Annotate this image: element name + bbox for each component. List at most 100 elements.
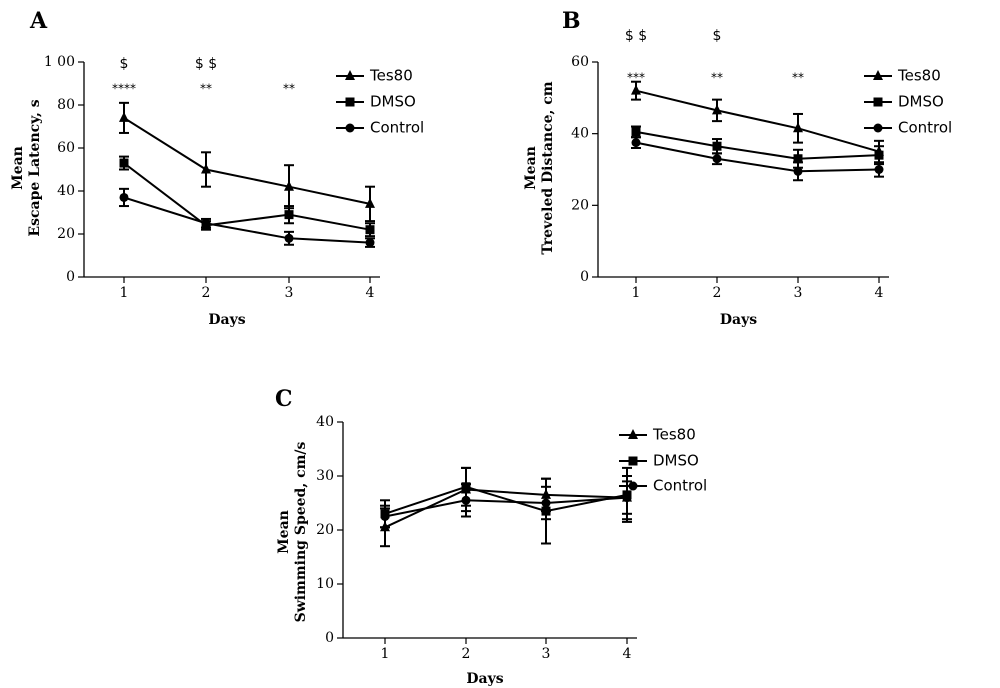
significance-dollar: $ $ — [195, 56, 217, 72]
legend-label: Tes80 — [652, 426, 696, 444]
y-tick-label: 20 — [316, 522, 334, 538]
legend-label: Control — [653, 477, 707, 495]
legend-marker — [628, 429, 638, 439]
y-axis-title: MeanSwimming Speed, cm/s — [276, 441, 309, 622]
legend-marker — [628, 481, 638, 491]
series-line — [123, 117, 371, 205]
significance-stars: ** — [792, 71, 804, 85]
series-line — [123, 196, 371, 244]
data-point — [874, 165, 884, 174]
y-tick-label: 0 — [66, 269, 75, 285]
legend-marker — [345, 123, 355, 133]
series-line — [384, 496, 628, 518]
series-dmso — [631, 125, 884, 169]
significance-stars: ** — [200, 82, 212, 96]
data-point — [119, 192, 129, 202]
data-point — [201, 163, 211, 174]
y-tick-label: 60 — [57, 140, 75, 156]
data-point — [365, 238, 375, 248]
y-tick-label: 60 — [571, 54, 589, 70]
legend: Tes80 DMSO Control — [336, 67, 424, 137]
legend-label: DMSO — [370, 93, 416, 111]
legend: Tes80 DMSO Control — [619, 426, 707, 495]
y-axis-title: MeanEscape Latency, s — [10, 99, 43, 236]
x-tick-label: 4 — [623, 646, 632, 662]
y-tick-label: 0 — [325, 630, 334, 646]
series-line — [635, 141, 880, 173]
x-axis-title: Days — [466, 671, 503, 687]
series-control — [119, 187, 375, 248]
y-tick-label: 20 — [57, 226, 75, 242]
series-line — [123, 162, 371, 231]
y-axis-title-line: Mean — [276, 510, 292, 554]
legend-marker — [345, 70, 355, 80]
data-point — [541, 498, 551, 508]
significance-stars: *** — [627, 71, 645, 85]
y-axis-title-line: Mean — [10, 146, 26, 190]
x-tick-label: 3 — [285, 285, 294, 301]
data-point — [284, 210, 294, 220]
data-point — [712, 154, 722, 164]
legend-marker — [873, 70, 883, 80]
data-point — [201, 218, 211, 228]
data-point — [793, 122, 803, 133]
data-point — [631, 127, 641, 137]
y-axis-title: MeanTreveled Distance, cm — [523, 81, 556, 254]
series-dmso — [380, 466, 632, 545]
legend-marker — [345, 97, 355, 107]
y-tick-label: 40 — [57, 183, 75, 199]
legend-label: Tes80 — [369, 67, 413, 85]
panel-letter: C — [275, 386, 293, 412]
data-point — [365, 197, 375, 208]
panel-letter: B — [562, 8, 581, 34]
series-control — [631, 136, 884, 182]
x-tick-label: 3 — [542, 646, 551, 662]
y-axis-title-line: Mean — [523, 146, 539, 190]
series-tes80 — [119, 101, 375, 223]
x-tick-label: 4 — [875, 285, 884, 301]
x-axis-title: Days — [720, 312, 757, 328]
x-tick-label: 2 — [462, 646, 471, 662]
x-tick-label: 1 — [120, 285, 129, 301]
significance-stars: ** — [283, 82, 295, 96]
data-point — [119, 111, 129, 122]
x-tick-label: 3 — [794, 285, 803, 301]
data-point — [461, 495, 471, 505]
legend-label: Control — [370, 119, 424, 137]
significance-dollar: $ — [713, 28, 722, 44]
y-tick-label: 30 — [316, 468, 334, 484]
data-point — [631, 138, 641, 148]
x-tick-label: 1 — [632, 285, 641, 301]
x-tick-label: 2 — [713, 285, 722, 301]
panel-letter: A — [29, 8, 48, 34]
y-tick-label: 80 — [57, 97, 75, 113]
data-point — [380, 512, 390, 521]
series-line — [635, 130, 880, 160]
legend-label: DMSO — [653, 452, 699, 470]
y-tick-label: 10 — [316, 576, 334, 592]
series-line — [384, 485, 628, 515]
chart-panel-a: A 0 20 40 60 80 1 00 1 2 3 4 Days MeanEscape Latency… — [10, 8, 424, 328]
significance-dollar: $ $ — [625, 28, 647, 44]
chart-panel-c: C 0 10 20 30 40 1 2 3 4 Days MeanSwimming Speed, cm… — [275, 386, 707, 687]
series-line — [635, 89, 880, 153]
significance-stars: **** — [112, 82, 136, 96]
legend-marker — [628, 456, 638, 466]
y-tick-label: 20 — [571, 197, 589, 213]
chart-panel-b: B 0 20 40 60 1 2 3 4 Days MeanTreveled Distance, c… — [523, 8, 952, 328]
y-axis-title-line: Escape Latency, s — [27, 99, 43, 236]
data-point — [874, 150, 884, 160]
legend-label: DMSO — [898, 93, 944, 111]
data-point — [284, 233, 294, 243]
significance-dollar: $ — [120, 56, 129, 72]
legend-label: Control — [898, 119, 952, 137]
series-tes80 — [380, 466, 632, 548]
y-axis-title-line: Swimming Speed, cm/s — [293, 441, 309, 622]
legend-marker — [873, 97, 883, 107]
y-axis-title-line: Treveled Distance, cm — [540, 81, 556, 254]
significance-stars: ** — [711, 71, 723, 85]
data-point — [712, 104, 722, 115]
series-control — [380, 480, 632, 529]
x-tick-label: 2 — [202, 285, 211, 301]
